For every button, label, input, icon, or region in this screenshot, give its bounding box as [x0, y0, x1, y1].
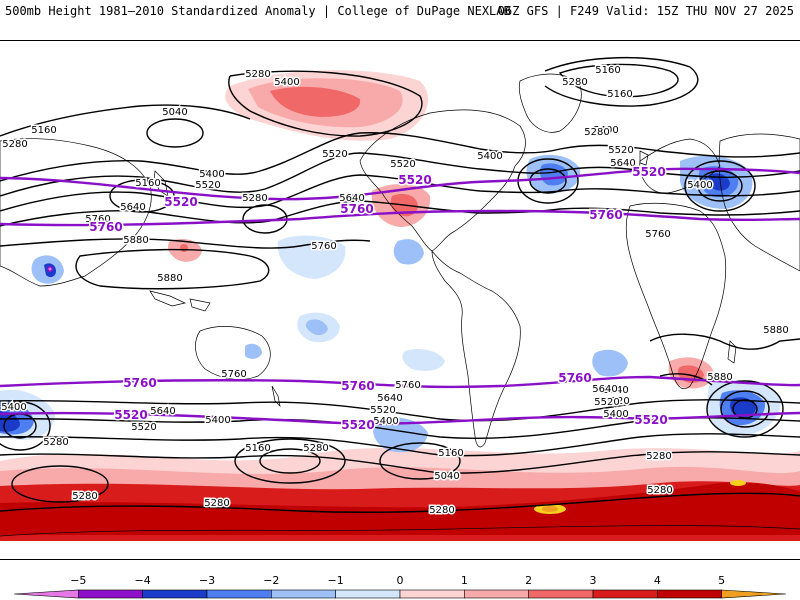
colorbar-tick-label: −2: [263, 574, 279, 587]
contour-label: 5160: [607, 89, 632, 100]
colorbar-tick-label: −3: [199, 574, 215, 587]
contour-label: 5640: [377, 393, 402, 404]
contour-label: 5040: [162, 107, 187, 118]
contour-label: 5520: [322, 149, 347, 160]
reference-contour-label: 5760: [340, 202, 373, 216]
reference-contour-label: 5760: [341, 379, 374, 393]
contour-label: 5280: [584, 127, 609, 138]
contour-label: 5400: [593, 125, 618, 136]
colorbar-bin: [142, 589, 208, 599]
contour-label: 5880: [157, 273, 182, 284]
contour-label: 5280: [429, 505, 454, 516]
colorbar-bin: [592, 589, 658, 599]
contour-label: 5520: [370, 405, 395, 416]
reference-contour-label: 5520: [341, 418, 374, 432]
colorbar: −5 −4 −3 −2 −1 0 1 2 3 4 5: [13, 574, 787, 599]
contour-label: 5520: [195, 180, 220, 191]
contour-label: 5280: [647, 485, 672, 496]
contour-label: 5280: [204, 498, 229, 509]
contour-label: 5280: [242, 193, 267, 204]
contour-label: 5160: [31, 125, 56, 136]
contour-label: 5160: [135, 178, 160, 189]
height-contours: [0, 56, 800, 513]
contour-label: 5400: [603, 409, 628, 420]
contour-label: 5880: [707, 372, 732, 383]
contour-label: 5160: [245, 443, 270, 454]
reference-contour-label: 5760: [89, 220, 122, 234]
reference-contour-label: 5520: [398, 173, 431, 187]
reference-contour-label: 5520: [634, 413, 667, 427]
contour-label: 5280: [43, 437, 68, 448]
contour-label: 5760: [311, 241, 336, 252]
contour-label: 5400: [199, 169, 224, 180]
contour-label: 5400: [373, 416, 398, 427]
contour-label: 5760: [395, 380, 420, 391]
reference-lines: [0, 167, 800, 425]
contour-label: 5640: [603, 385, 628, 396]
contour-label: 5280: [72, 491, 97, 502]
contour-label: 5160: [595, 65, 620, 76]
colorbar-tick-label: −5: [70, 574, 86, 587]
contour-label: 5880: [763, 325, 788, 336]
contour-label: 5280: [303, 443, 328, 454]
reference-contour-label: 5760: [558, 371, 591, 385]
header: 500mb Height 1981–2010 Standardized Anom…: [0, 0, 800, 22]
contour-label: 5760: [645, 229, 670, 240]
colorbar-tick-label: 1: [461, 574, 468, 587]
contour-label: 5520: [608, 145, 633, 156]
contour-label: 5280: [562, 77, 587, 88]
contour-label: 5760: [85, 214, 110, 225]
colorbar-bin: [78, 589, 143, 599]
contour-label: 5400: [1, 402, 26, 413]
contour-label: 5400: [274, 77, 299, 88]
contour-label: 5400: [477, 151, 502, 162]
contour-label: 5280: [646, 451, 671, 462]
colorbar-tick-label: −1: [328, 574, 344, 587]
contour-label: 5640: [339, 193, 364, 204]
colorbar-bin: [528, 589, 594, 599]
reference-contour-label: 5520: [632, 165, 665, 179]
contour-label: 5040: [434, 471, 459, 482]
colorbar-bin: [657, 589, 722, 599]
contour-label: 5160: [438, 448, 463, 459]
reference-contour-label: 5520: [164, 195, 197, 209]
reference-contour-label: 5760: [123, 376, 156, 390]
contour-label: 5400: [687, 180, 712, 191]
contour-label: 5280: [2, 139, 27, 150]
colorbar-tick-label: 4: [654, 574, 661, 587]
map-title: 500mb Height 1981–2010 Standardized Anom…: [5, 4, 511, 18]
colorbar-bin: [13, 589, 79, 599]
colorbar-tick-label: 2: [525, 574, 532, 587]
colorbar-bins: [13, 589, 787, 599]
colorbar-tick-label: 3: [590, 574, 597, 587]
colorbar-bin: [335, 589, 401, 599]
colorbar-bin: [271, 589, 336, 599]
contour-label: 5640: [592, 384, 617, 395]
colorbar-tick-label: 0: [397, 574, 404, 587]
colorbar-bin: [206, 589, 272, 599]
contour-label: 5640: [120, 202, 145, 213]
colorbar-tick-label: 5: [718, 574, 725, 587]
colorbar-bin: [464, 589, 529, 599]
colorbar-bin: [721, 589, 787, 599]
reference-contour-label: 5760: [589, 208, 622, 222]
contour-label: 5760: [221, 369, 246, 380]
reference-contour-label: 5520: [114, 408, 147, 422]
colorbar-ticks: −5 −4 −3 −2 −1 0 1 2 3 4 5: [70, 574, 725, 587]
model-run-info: 06Z GFS | F249 Valid: 15Z THU NOV 27 202…: [497, 4, 794, 18]
contour-label: 5640: [610, 158, 635, 169]
contour-label: 5520: [131, 422, 156, 433]
contour-label: 5880: [123, 235, 148, 246]
contour-label: 5640: [150, 406, 175, 417]
contour-label: 5280: [245, 69, 270, 80]
contour-label: 5520: [604, 396, 629, 407]
contour-label: 5520: [594, 397, 619, 408]
colorbar-tick-label: −4: [135, 574, 151, 587]
contour-label: 5520: [390, 159, 415, 170]
contour-label: 5400: [205, 415, 230, 426]
colorbar-bin: [399, 589, 465, 599]
